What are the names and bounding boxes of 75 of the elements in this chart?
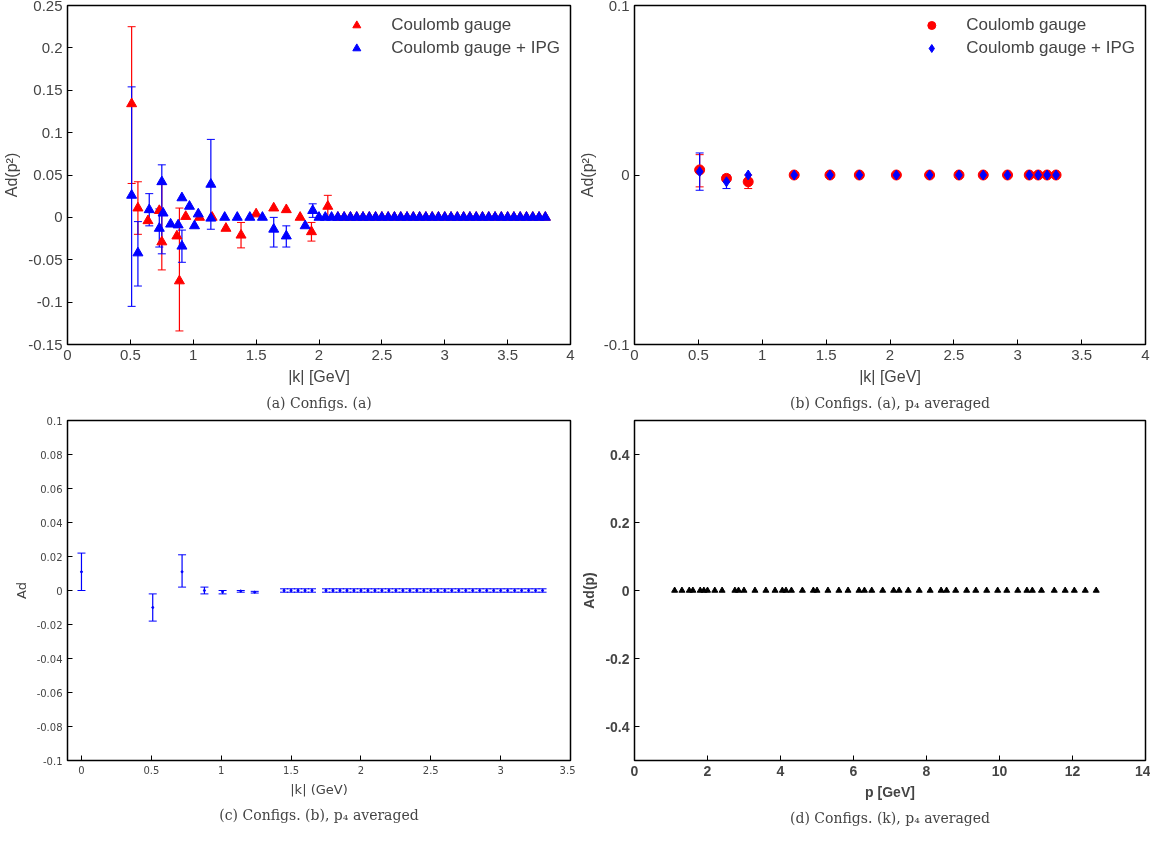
x-tick-label: 8 bbox=[922, 762, 931, 779]
x-tick-label: 3 bbox=[440, 345, 449, 363]
legend-label: Coulomb gauge bbox=[966, 15, 1087, 35]
y-axis-title: Ad(p) bbox=[581, 572, 598, 609]
y-tick-label: 0 bbox=[621, 166, 630, 183]
x-tick-label: 6 bbox=[849, 762, 858, 779]
y-tick-label: -0.15 bbox=[28, 335, 63, 353]
y-tick-label: -0.04 bbox=[36, 653, 63, 665]
x-tick-label: 3.5 bbox=[559, 764, 576, 776]
text: (a) Configs. (a) bbox=[266, 394, 372, 411]
legend-label: Coulomb gauge bbox=[391, 15, 512, 35]
x-tick-label: 2 bbox=[885, 345, 895, 363]
x-tick-label: 12 bbox=[1064, 762, 1081, 779]
text: (b) Configs. (a), p₄ averaged bbox=[790, 394, 990, 411]
y-tick-label: -0.05 bbox=[28, 250, 63, 268]
y-tick-label: 0 bbox=[54, 208, 63, 226]
x-tick-label: 0.5 bbox=[143, 764, 160, 776]
x-tick-label: 0.5 bbox=[687, 345, 709, 363]
x-axis-title: |k| [GeV] bbox=[859, 367, 921, 385]
legend-label: Coulomb gauge + IPG bbox=[391, 38, 560, 58]
x-tick-label: 2.5 bbox=[371, 345, 393, 363]
text: (c) Configs. (b), p₄ averaged bbox=[219, 806, 419, 823]
x-tick-label: 0 bbox=[78, 764, 85, 776]
x-tick-label: 2 bbox=[703, 762, 712, 779]
x-tick-label: 1 bbox=[218, 764, 225, 776]
x-tick-label: 2.5 bbox=[943, 345, 965, 363]
y-tick-label: 0 bbox=[621, 582, 630, 599]
x-tick-label: 2 bbox=[357, 764, 365, 776]
x-tick-label: 10 bbox=[991, 762, 1008, 779]
x-tick-label: 4 bbox=[1141, 345, 1150, 363]
y-axis-title: Ad(p²) bbox=[578, 152, 596, 198]
y-tick-label: 0.1 bbox=[608, 0, 630, 14]
y-axis-title: Ad(p²) bbox=[3, 152, 21, 198]
text: (d) Configs. (k), p₄ averaged bbox=[790, 809, 991, 826]
x-tick-label: 1.5 bbox=[283, 764, 300, 776]
legend-label: Coulomb gauge + IPG bbox=[966, 38, 1135, 58]
y-tick-label: 0.15 bbox=[33, 81, 63, 99]
x-tick-label: 14 bbox=[1134, 762, 1151, 779]
x-tick-label: 3.5 bbox=[1071, 345, 1093, 363]
y-tick-label: -0.1 bbox=[36, 293, 63, 311]
x-tick-label: 4 bbox=[776, 762, 785, 779]
y-tick-label: 0.25 bbox=[33, 0, 63, 14]
x-tick-label: 3 bbox=[1013, 345, 1022, 363]
y-axis-title: Ad bbox=[13, 582, 29, 599]
x-tick-label: 2.5 bbox=[422, 764, 439, 776]
y-tick-label: 0.08 bbox=[40, 449, 63, 461]
y-tick-label: 0.2 bbox=[610, 514, 630, 531]
y-tick-label: 0.05 bbox=[33, 166, 63, 183]
y-tick-label: 0.02 bbox=[40, 551, 63, 563]
y-tick-label: -0.4 bbox=[605, 718, 630, 735]
x-tick-label: 2 bbox=[314, 345, 324, 363]
x-tick-label: 1.5 bbox=[245, 345, 267, 363]
y-tick-label: -0.1 bbox=[42, 755, 63, 767]
y-tick-label: 0.2 bbox=[41, 38, 63, 56]
y-tick-label: 0.1 bbox=[41, 123, 63, 141]
x-tick-label: 1 bbox=[758, 345, 767, 363]
y-tick-label: 0.4 bbox=[610, 446, 630, 463]
x-tick-label: 1 bbox=[189, 345, 198, 363]
y-tick-label: 0 bbox=[56, 585, 63, 597]
y-tick-label: -0.08 bbox=[36, 721, 63, 733]
y-tick-label: 0.1 bbox=[46, 415, 63, 427]
x-axis-title: p [GeV] bbox=[865, 783, 915, 800]
x-axis-title: |k| (GeV) bbox=[290, 781, 348, 797]
y-tick-label: -0.06 bbox=[36, 687, 63, 699]
y-tick-label: 0.04 bbox=[40, 517, 63, 529]
x-tick-label: 1.5 bbox=[815, 345, 837, 363]
y-tick-label: -0.2 bbox=[605, 650, 630, 667]
x-tick-label: 0.5 bbox=[119, 345, 141, 363]
x-tick-label: 4 bbox=[566, 345, 575, 363]
x-tick-label: 3.5 bbox=[497, 345, 519, 363]
y-tick-label: -0.1 bbox=[603, 335, 630, 353]
x-tick-label: 3 bbox=[497, 764, 504, 776]
y-tick-label: 0.06 bbox=[40, 483, 63, 495]
x-axis-title: |k| [GeV] bbox=[288, 367, 350, 385]
y-tick-label: -0.02 bbox=[36, 619, 63, 631]
